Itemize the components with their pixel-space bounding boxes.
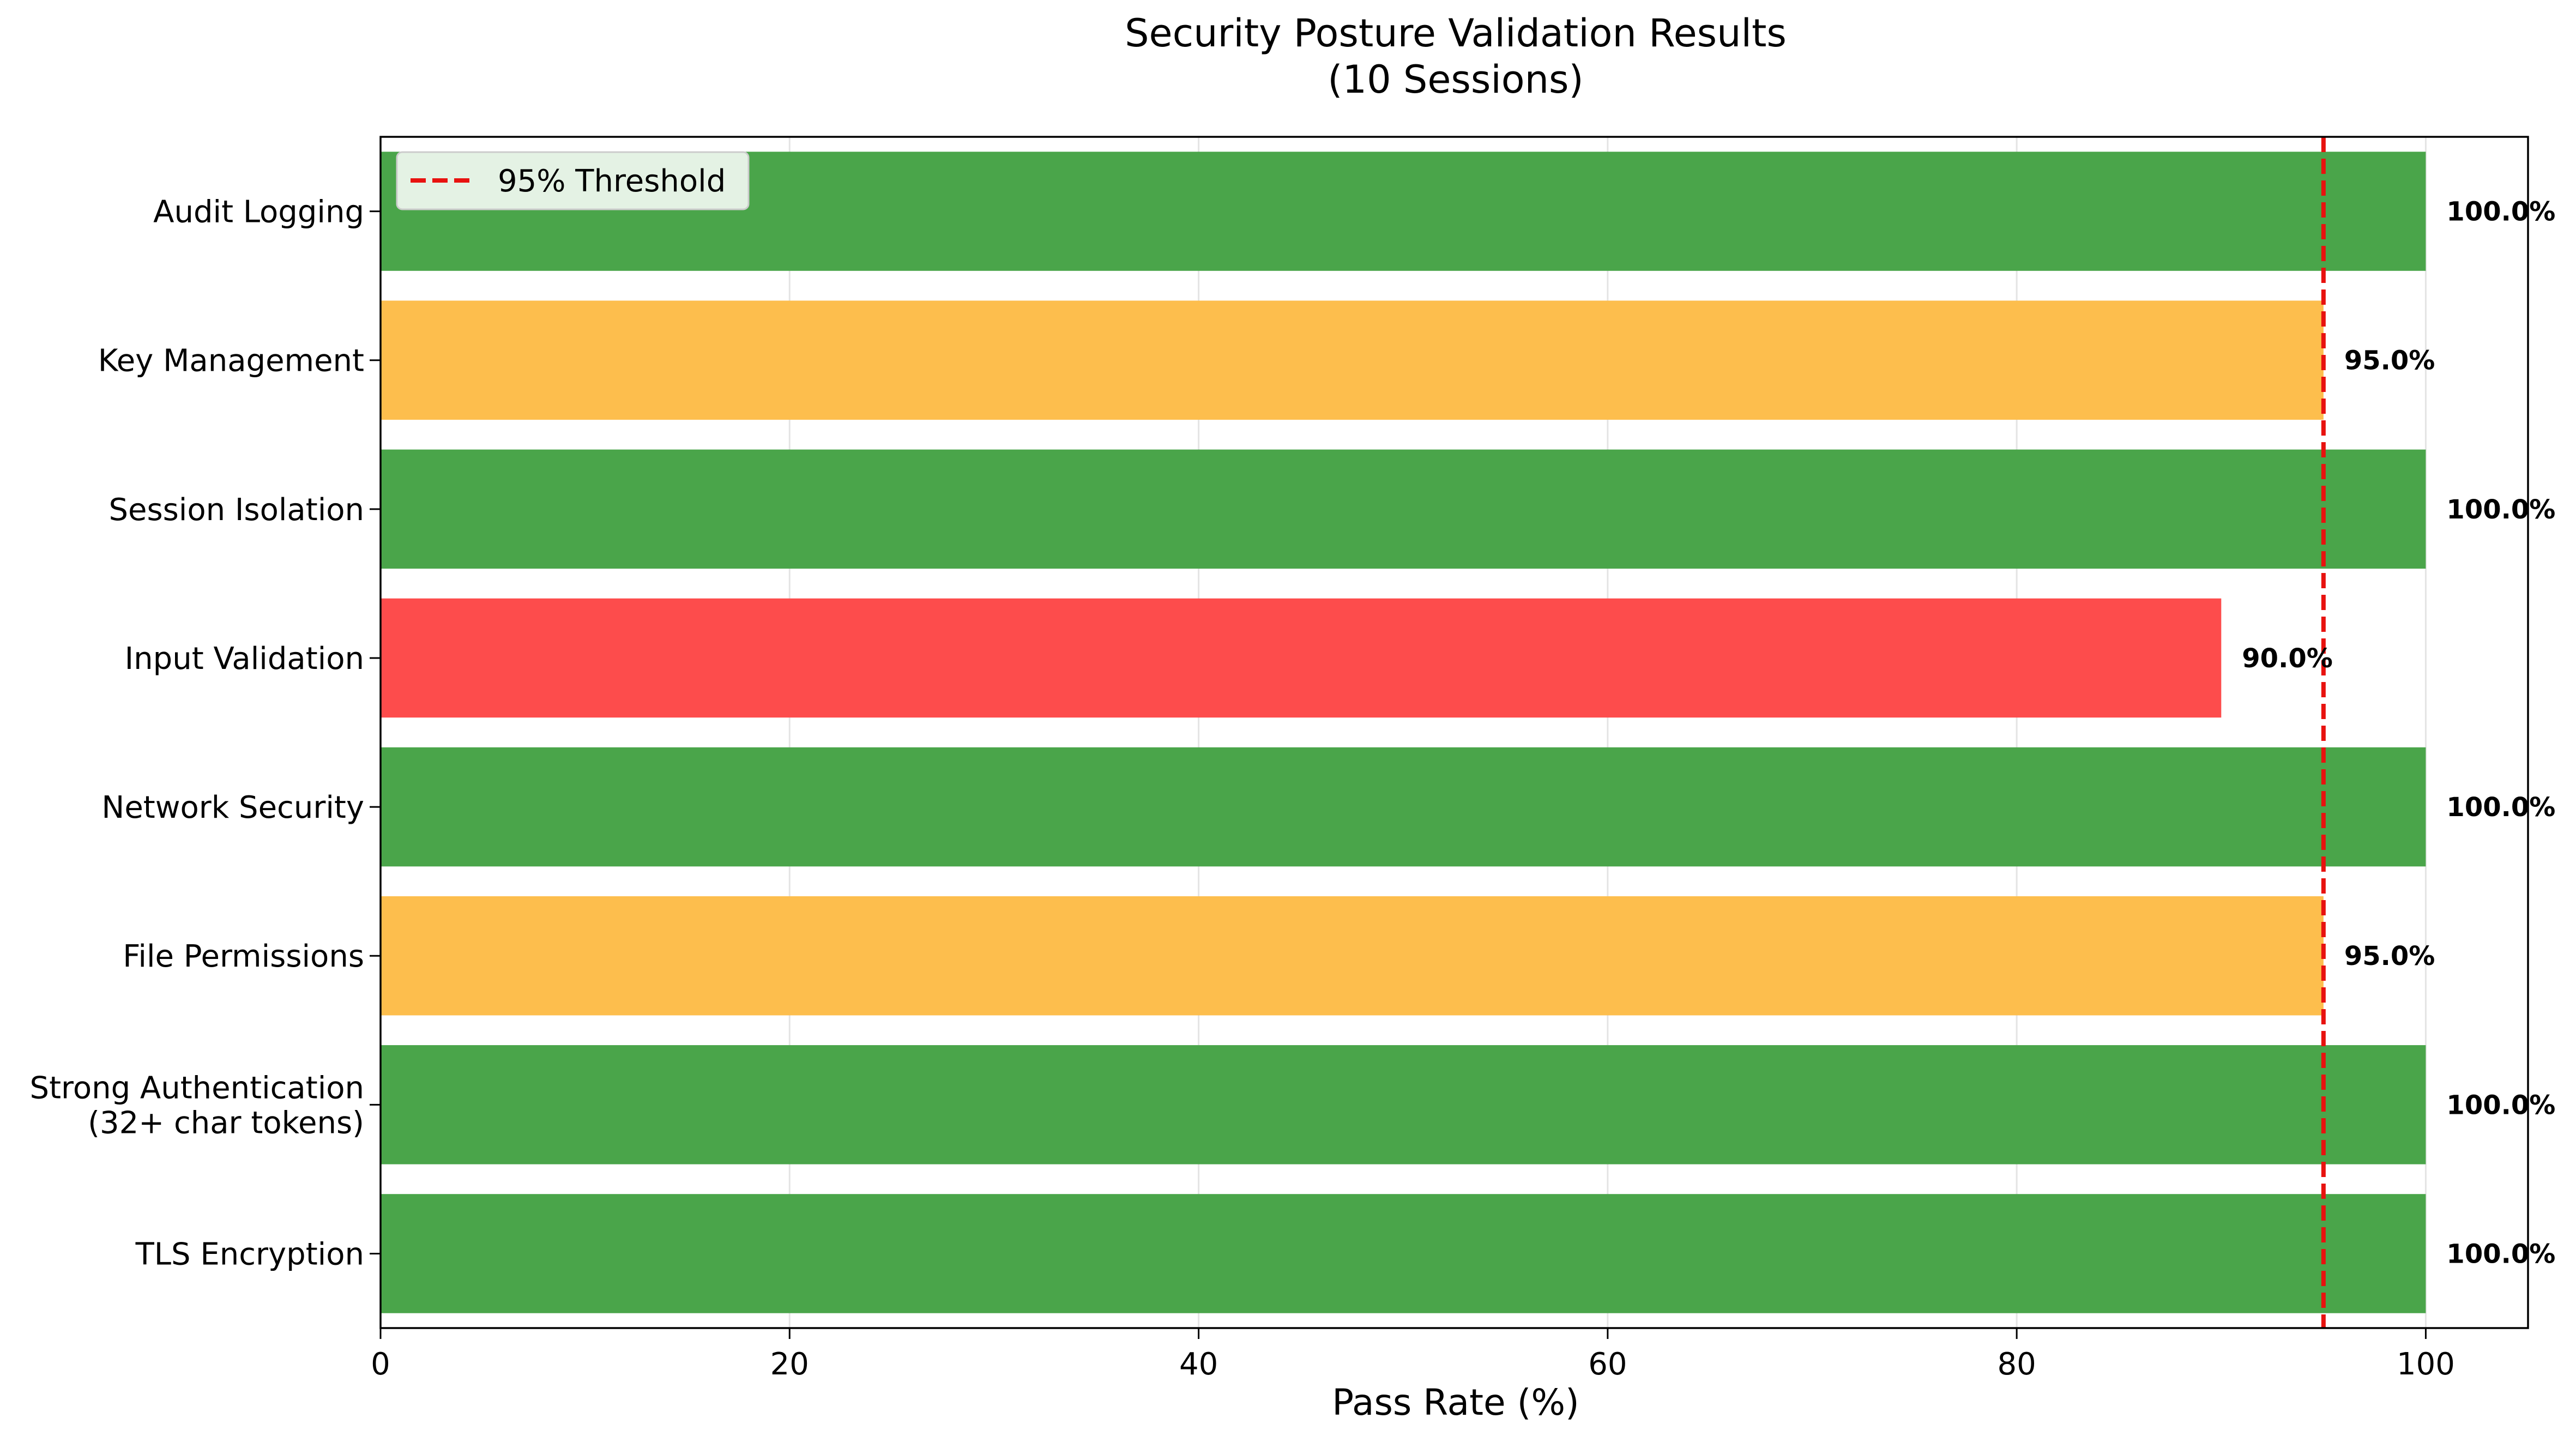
x-axis-label: Pass Rate (%) xyxy=(1332,1381,1579,1423)
bar xyxy=(381,1045,2426,1165)
y-tick-label: TLS Encryption xyxy=(135,1236,364,1272)
bar xyxy=(381,1194,2426,1313)
bar xyxy=(381,896,2324,1016)
value-labels: 100.0% 100.0% 95.0% 100.0% 90.0% 100.0% 95.0% 1… xyxy=(2242,197,2555,1270)
bar xyxy=(381,449,2426,569)
bar xyxy=(381,300,2324,420)
x-tick-label: 20 xyxy=(770,1347,809,1382)
x-tick-label: 40 xyxy=(1179,1347,1218,1382)
y-tick-label: Key Management xyxy=(98,343,364,379)
value-label: 100.0% xyxy=(2446,1239,2555,1269)
value-label: 90.0% xyxy=(2242,643,2333,674)
bars xyxy=(381,152,2426,1313)
x-tick-label: 80 xyxy=(1998,1347,2036,1382)
value-label: 100.0% xyxy=(2446,494,2555,525)
plot-frame xyxy=(379,136,2529,1329)
bar xyxy=(381,747,2426,867)
legend-box xyxy=(396,151,750,210)
chart-subtitle: (10 Sessions) xyxy=(1328,57,1584,102)
y-tick-label: Strong Authentication xyxy=(30,1070,364,1106)
x-tick-label: 60 xyxy=(1588,1347,1627,1382)
value-label: 95.0% xyxy=(2344,941,2435,972)
y-tick-label: Session Isolation xyxy=(108,492,364,528)
bar xyxy=(381,598,2222,718)
y-tick-label: Network Security xyxy=(101,790,364,825)
legend: 95% Threshold xyxy=(396,151,750,210)
value-label: 100.0% xyxy=(2446,197,2555,227)
y-tick-label: Audit Logging xyxy=(153,195,364,230)
y-tick-label: Input Validation xyxy=(125,641,364,677)
value-label: 100.0% xyxy=(2446,1090,2555,1120)
value-label: 95.0% xyxy=(2344,346,2435,376)
x-tick-label: 100 xyxy=(2397,1347,2455,1382)
y-tick-label: File Permissions xyxy=(123,939,364,974)
y-tick-label: (32+ char tokens) xyxy=(88,1105,364,1141)
legend-label: 95% Threshold xyxy=(498,164,726,199)
chart-title: Security Posture Validation Results xyxy=(1125,11,1787,56)
x-tick-label: 0 xyxy=(371,1347,390,1382)
axes: 0 20 40 60 80 100 TLS Encryption Strong Authent… xyxy=(30,136,2529,1382)
value-label: 100.0% xyxy=(2446,792,2555,823)
